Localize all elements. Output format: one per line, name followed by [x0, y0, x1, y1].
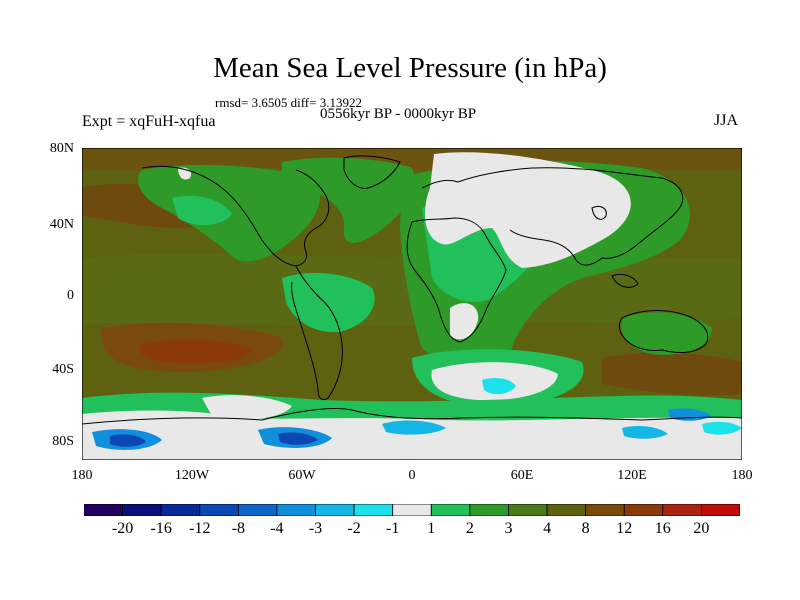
field-sindian: [602, 352, 742, 396]
colorbar-swatch: [508, 504, 548, 516]
colorbar-swatch: [315, 504, 355, 516]
colorbar-label: -2: [347, 520, 361, 537]
field-ross-core: [110, 434, 146, 447]
lat-label-0: 0: [67, 288, 74, 303]
colorbar-swatch: [353, 504, 394, 516]
figure-title: Mean Sea Level Pressure (in hPa): [213, 52, 607, 84]
lon-label-60w: 60W: [288, 468, 316, 483]
coast-eurasia: [421, 167, 684, 266]
field-victoria-low: [702, 421, 742, 435]
colorbar-label: 1: [427, 520, 436, 537]
colorbar-swatch: [430, 504, 471, 516]
coast-greenland: [343, 155, 401, 189]
field-namerica-bright: [172, 195, 232, 226]
field-antarctica-neutral: [82, 410, 742, 460]
colorbar-swatch: [160, 504, 201, 516]
colorbar-label: 3: [504, 520, 513, 537]
colorbar-label: -3: [308, 520, 323, 537]
lon-label-120e: 120E: [617, 468, 647, 483]
field-samerica: [282, 273, 375, 333]
colorbar-swatch: [469, 504, 509, 516]
stats-label: rmsd= 3.6505 diff= 3.13922: [215, 95, 362, 110]
lat-label-80n: 80N: [49, 141, 74, 156]
field-natlantic: [282, 157, 415, 243]
colorbar-label: -20: [111, 520, 134, 537]
coast-africa: [406, 217, 507, 343]
lon-label-120w: 120W: [174, 468, 210, 483]
lat-label-80s: 80S: [52, 434, 74, 449]
colorbar-label: 20: [693, 520, 710, 537]
colorbar-swatch: [276, 504, 316, 516]
colorbar: [84, 504, 740, 516]
field-eurasia-neutral: [425, 152, 631, 268]
coast-indonesia: [611, 273, 639, 288]
colorbar-swatch: [392, 504, 432, 516]
season-label: JJA: [714, 112, 739, 129]
colorbar-swatch: [199, 504, 239, 516]
lon-label-0: 0: [408, 468, 416, 483]
colorbar-label: -12: [189, 520, 211, 537]
field-weddell-core: [278, 432, 318, 445]
colorbar-swatch: [84, 504, 123, 516]
field-antarctic-neutral-a: [202, 395, 292, 420]
field-ross-east-low: [622, 426, 668, 439]
field-enderby-low: [382, 420, 446, 435]
colorbar-label: 16: [654, 520, 671, 537]
colorbar-label: 12: [616, 520, 633, 537]
coast-antarctica: [82, 408, 742, 425]
colorbar-swatch: [701, 504, 740, 516]
coast-australia: [618, 310, 709, 353]
colorbar-label: 2: [465, 520, 474, 537]
coast-japan: [591, 205, 607, 220]
field-safrica-neutral: [450, 303, 479, 340]
colorbar-swatch: [623, 504, 664, 516]
lon-label-180e: 180: [731, 468, 753, 483]
colorbar-swatch: [237, 504, 278, 516]
pressure-anomaly-map: [82, 148, 742, 460]
lon-label-60e: 60E: [510, 468, 534, 483]
colorbar-label: -4: [270, 520, 284, 537]
coast-north-america: [141, 165, 330, 267]
colorbar-swatch: [546, 504, 587, 516]
lat-label-40n: 40N: [49, 217, 74, 232]
colorbar-label: -1: [386, 520, 400, 537]
colorbar-label: -16: [150, 520, 172, 537]
colorbar-label: 4: [543, 520, 552, 537]
colorbar-label: 8: [581, 520, 590, 537]
field-spac-core: [140, 339, 252, 364]
colorbar-swatch: [122, 504, 162, 516]
colorbar-label: -8: [231, 520, 246, 537]
lat-label-40s: 40S: [52, 362, 74, 377]
coastlines: [82, 155, 742, 425]
field-australia: [621, 312, 712, 355]
lon-label-180w: 180: [71, 468, 93, 483]
field-sindian-low: [482, 378, 516, 395]
coast-south-america: [291, 265, 343, 401]
period-label: 0556kyr BP - 0000kyr BP: [320, 106, 477, 122]
experiment-label: Expt = xqFuH-xqfua: [82, 113, 216, 130]
colorbar-swatch: [585, 504, 625, 516]
colorbar-swatch: [662, 504, 702, 516]
